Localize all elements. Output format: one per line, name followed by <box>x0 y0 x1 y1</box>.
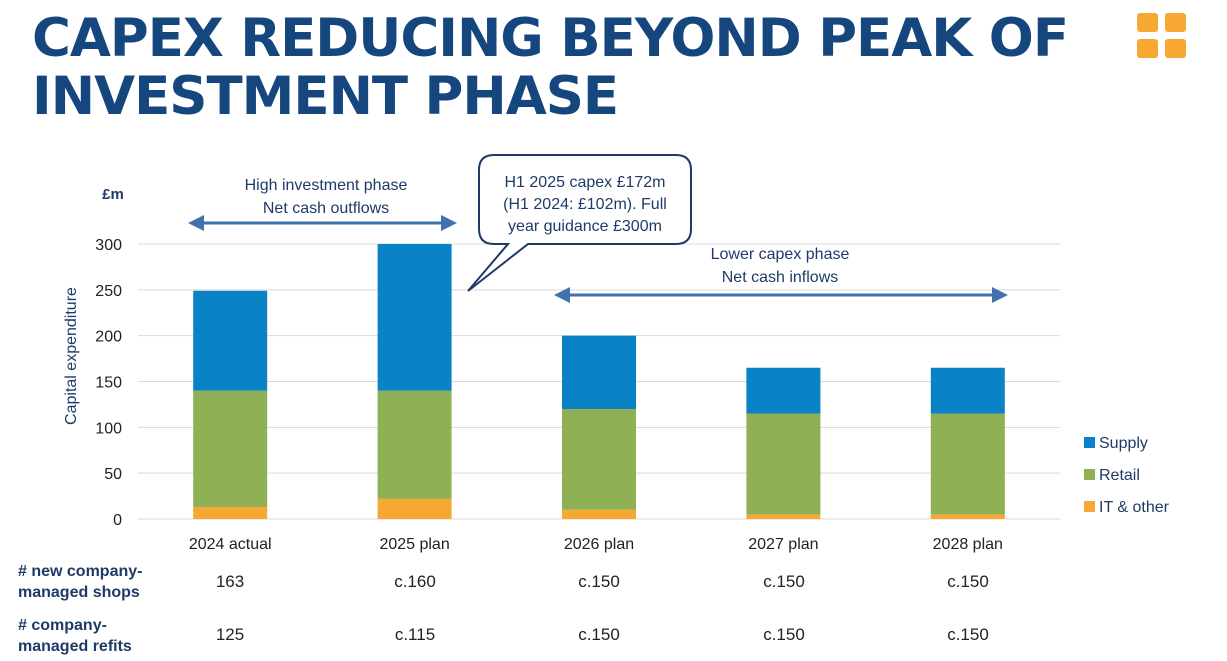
table-row-label-refits: # company- managed refits <box>18 615 132 657</box>
lower-phase-label-2: Net cash inflows <box>722 269 839 286</box>
page-title: CAPEX REDUCING BEYOND PEAK OF INVESTMENT… <box>32 10 1227 126</box>
table-cell: 125 <box>215 625 245 644</box>
table-cell: 163 <box>215 572 245 591</box>
table-cell: c.150 <box>947 572 989 591</box>
row-label-line: managed shops <box>18 584 140 601</box>
y-tick-label: 100 <box>95 420 122 437</box>
x-axis-ticks: 2024 actual 2025 plan 2026 plan 2027 plan 20… <box>189 536 1003 553</box>
bar-segment-retail <box>193 390 268 508</box>
high-phase-label-1: High investment phase <box>245 177 408 194</box>
y-tick-label: 150 <box>95 375 122 392</box>
high-phase-label-2: Net cash outflows <box>263 200 389 217</box>
legend-swatch <box>1084 501 1095 512</box>
x-tick-label: 2026 plan <box>564 536 634 553</box>
table-cell: c.150 <box>947 625 989 644</box>
table-cell: c.115 <box>394 625 436 644</box>
y-axis-ticks: 0 50 100 150 200 250 300 <box>95 237 122 529</box>
row-label-line: # company- <box>18 617 107 634</box>
y-tick-label: 0 <box>113 512 122 529</box>
table-cell: c.150 <box>578 572 620 591</box>
callout-line-2: (H1 2024: £102m). Full <box>503 196 667 213</box>
bar-segment-retail <box>930 413 1005 515</box>
bar-segment-retail <box>377 390 452 499</box>
x-tick-label: 2027 plan <box>748 536 818 553</box>
legend: Supply Retail IT & other <box>1084 435 1170 516</box>
legend-swatch <box>1084 469 1095 480</box>
y-tick-label: 50 <box>104 466 122 483</box>
bar-segment-it-other <box>746 514 821 519</box>
x-tick-label: 2025 plan <box>379 536 449 553</box>
x-tick-label: 2024 actual <box>189 536 272 553</box>
callout-line-1: H1 2025 capex £172m <box>505 174 666 191</box>
lower-phase-label-1: Lower capex phase <box>711 246 850 263</box>
table-cell: c.160 <box>394 572 436 591</box>
title-text: CAPEX REDUCING BEYOND PEAK OF INVESTMENT… <box>32 8 1069 127</box>
x-tick-label: 2028 plan <box>933 536 1003 553</box>
unit-label: £m <box>102 186 124 203</box>
bars <box>193 244 1005 519</box>
bar-segment-it-other <box>930 514 1005 519</box>
bar-segment-it-other <box>377 498 452 519</box>
high-phase-arrow <box>188 215 457 231</box>
bar-segment-supply <box>193 290 268 391</box>
y-tick-label: 300 <box>95 237 122 254</box>
table-cell: c.150 <box>763 625 805 644</box>
y-tick-label: 200 <box>95 329 122 346</box>
y-axis-label: Capital expenditure <box>63 287 80 425</box>
lower-phase-arrow <box>554 287 1008 303</box>
bar-segment-it-other <box>193 507 268 519</box>
y-tick-label: 250 <box>95 283 122 300</box>
bar-segment-supply <box>746 367 821 414</box>
table-row-label-new-shops: # new company- managed shops <box>18 561 142 603</box>
legend-label: IT & other <box>1099 499 1170 516</box>
table-cell: c.150 <box>763 572 805 591</box>
row-label-line: # new company- <box>18 563 143 580</box>
bar-segment-it-other <box>562 509 636 519</box>
bar-segment-supply <box>930 367 1005 414</box>
legend-label: Supply <box>1099 435 1148 452</box>
bar-segment-retail <box>746 413 821 515</box>
callout-line-3: year guidance £300m <box>508 218 662 235</box>
bar-segment-supply <box>377 244 452 391</box>
legend-swatch <box>1084 437 1095 448</box>
table-cell: c.150 <box>578 625 620 644</box>
callout-bubble: H1 2025 capex £172m (H1 2024: £102m). Fu… <box>467 154 692 292</box>
bar-segment-retail <box>562 409 636 510</box>
legend-label: Retail <box>1099 467 1140 484</box>
logo-icon <box>1137 13 1189 59</box>
row-label-line: managed refits <box>18 638 132 655</box>
bar-segment-supply <box>562 335 636 409</box>
